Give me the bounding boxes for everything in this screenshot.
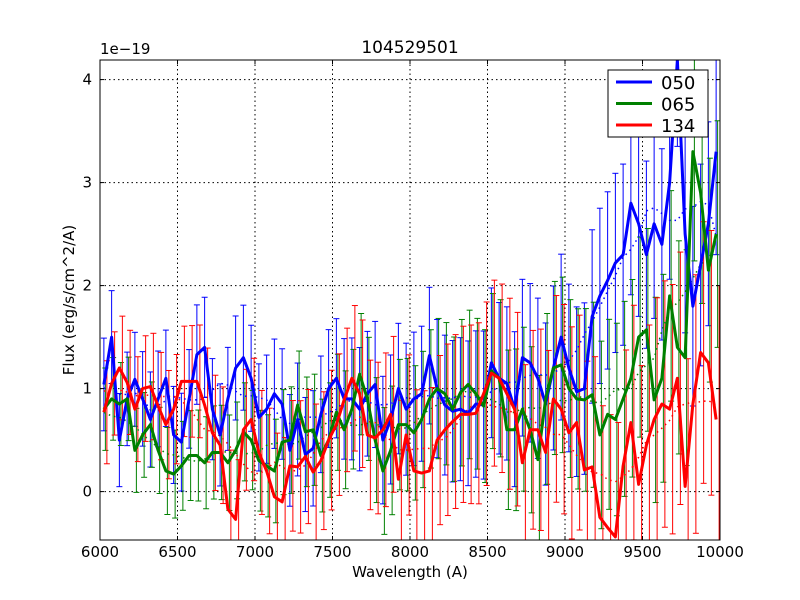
series-line-065 xyxy=(102,150,718,476)
chart-title: 104529501 xyxy=(361,38,458,58)
x-tick-label: 9500 xyxy=(623,543,661,561)
x-tick-label: 6000 xyxy=(81,543,119,561)
x-tick-label: 6500 xyxy=(158,543,196,561)
x-axis-label: Wavelength (A) xyxy=(352,563,468,581)
y-offset-label: 1e−19 xyxy=(100,40,150,58)
x-tick-label: 8000 xyxy=(391,543,429,561)
x-tick-label: 9000 xyxy=(546,543,584,561)
model-line-050 xyxy=(103,200,717,425)
ticks: 6000 6500 7000 7500 8000 8500 9000 9500 10000 0 1 2… xyxy=(81,60,744,561)
legend-label-065: 065 xyxy=(661,95,695,116)
x-tick-label: 7500 xyxy=(313,543,351,561)
legend-label-050: 050 xyxy=(661,73,695,94)
y-tick-label: 3 xyxy=(82,174,92,192)
y-tick-label: 0 xyxy=(82,483,92,501)
x-tick-label: 8500 xyxy=(468,543,506,561)
model-line-065 xyxy=(103,240,717,463)
series-line-134 xyxy=(102,351,718,539)
y-axis-label: Flux (erg/s/cm^2/A) xyxy=(60,225,78,376)
x-tick-label: 7000 xyxy=(236,543,274,561)
y-tick-label: 4 xyxy=(82,71,92,89)
series-line-050 xyxy=(102,60,718,457)
y-tick-label: 1 xyxy=(82,380,92,398)
y-tick-label: 2 xyxy=(82,277,92,295)
x-tick-label: 10000 xyxy=(696,543,744,561)
plot-series xyxy=(100,60,720,540)
legend-label-134: 134 xyxy=(661,116,695,137)
